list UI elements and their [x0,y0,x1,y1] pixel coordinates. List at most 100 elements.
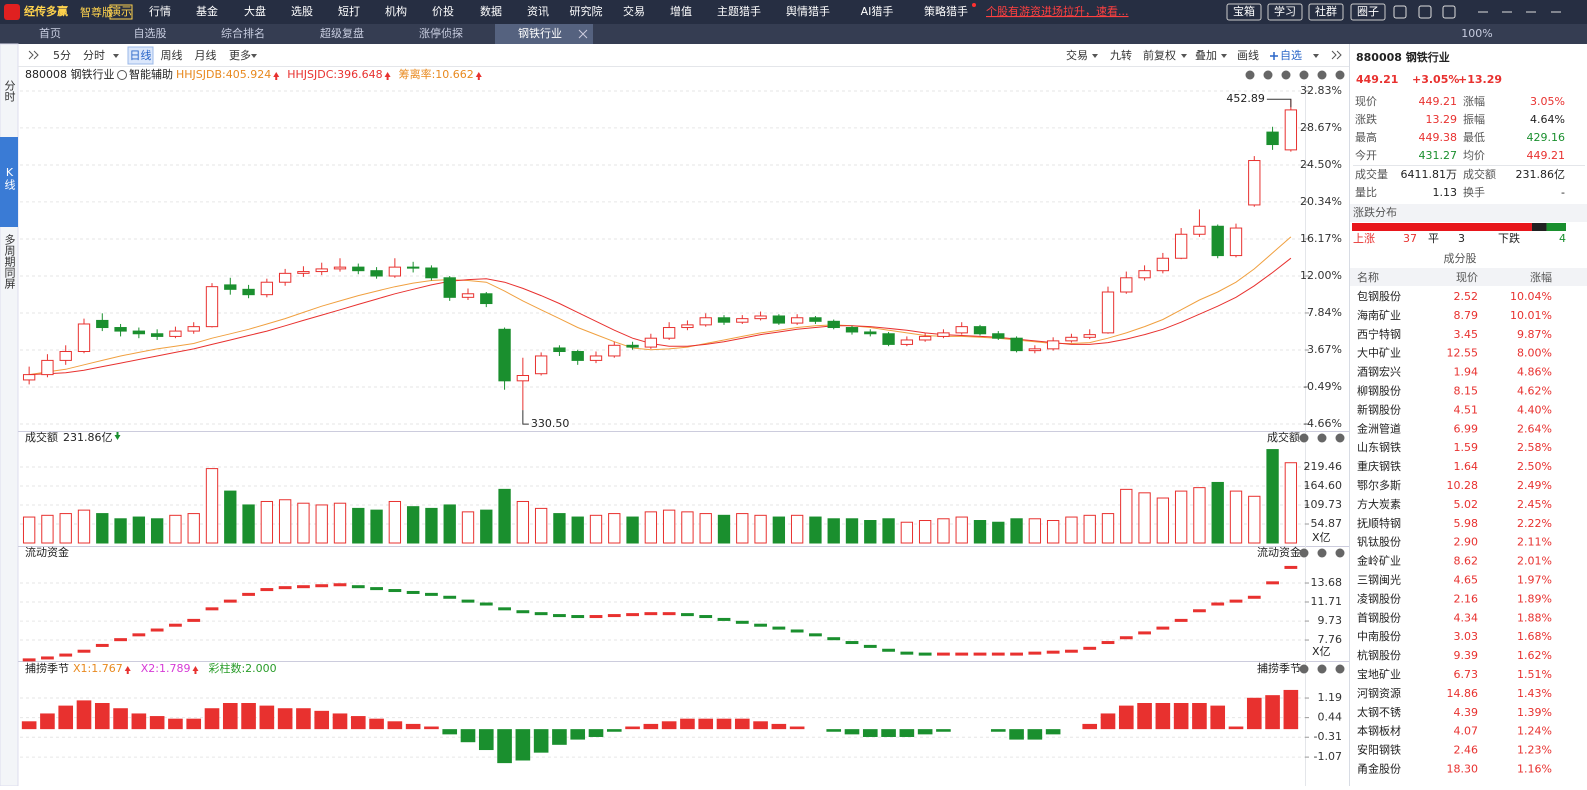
top-button[interactable]: 学习 [1274,4,1296,18]
stock-change[interactable]: 2.49% [1517,479,1552,492]
chart-icon[interactable] [1281,70,1291,80]
column-header[interactable]: 涨幅 [1530,271,1552,284]
stock-price[interactable]: 2.16 [1454,592,1479,605]
pane-icon[interactable] [1317,548,1327,558]
tab[interactable]: 自选股 [134,27,167,40]
stock-price[interactable]: 4.65 [1454,574,1479,587]
tab-close[interactable] [578,29,588,39]
stock-name[interactable]: 抚顺特钢 [1357,516,1401,530]
stock-change[interactable]: 1.23% [1517,744,1552,757]
stock-price[interactable]: 2.46 [1454,744,1479,757]
tab[interactable]: 综合排名 [221,26,265,40]
assist[interactable]: 智能辅助 [129,67,173,81]
menu-item[interactable]: 策略猎手 [924,4,968,18]
menu-item[interactable]: 大盘 [244,4,266,18]
stock-name[interactable]: 鄂尔多斯 [1357,478,1401,492]
stock-name[interactable]: 柳钢股份 [1357,384,1401,398]
stock-price[interactable]: 1.94 [1454,366,1479,379]
stock-change[interactable]: 2.58% [1517,441,1552,454]
stock-price[interactable]: 2.90 [1454,536,1479,549]
menu-item[interactable]: 增值 [670,4,692,18]
stock-price[interactable]: 4.07 [1454,725,1479,738]
stock-name[interactable]: 西宁特钢 [1357,327,1401,341]
stock-price[interactable]: 18.30 [1447,763,1479,776]
stock-name[interactable]: 包钢股份 [1357,290,1401,303]
pane-icon[interactable] [1299,548,1309,558]
stock-change[interactable]: 2.01% [1517,555,1552,568]
stock-change[interactable]: 1.89% [1517,592,1552,605]
menu-item[interactable]: 行情 [149,5,171,18]
stock-name[interactable]: 安阳钢铁 [1357,743,1401,757]
icon[interactable] [1418,5,1432,19]
stock-name[interactable]: 凌钢股份 [1357,591,1401,605]
stock-name[interactable]: 三钢闽光 [1357,573,1401,587]
pane-icon[interactable] [1299,664,1309,674]
stock-change[interactable]: 2.22% [1517,517,1552,530]
stock-name[interactable]: 钒钛股份 [1357,535,1401,549]
menu-item[interactable]: 资讯 [527,5,549,18]
sidebar-item[interactable]: 多周期同屏 [3,233,16,290]
toolbar-button[interactable]: 前复权 [1143,48,1176,62]
stock-price[interactable]: 5.02 [1454,498,1479,511]
stock-change[interactable]: 1.24% [1517,725,1552,738]
toolbar-button[interactable]: 自选 [1280,49,1302,62]
stock-price[interactable]: 10.28 [1447,479,1479,492]
chart-icon[interactable] [1299,70,1309,80]
icon[interactable] [1393,5,1407,19]
menu-item[interactable]: 价投 [432,4,454,18]
stock-change[interactable]: 2.45% [1517,498,1552,511]
sidebar-item[interactable]: 分时 [3,80,16,102]
chart-icon[interactable] [1263,70,1273,80]
stock-change[interactable]: 1.39% [1517,706,1552,719]
stock-name[interactable]: 大中矿业 [1357,346,1401,360]
pane-icon[interactable] [1299,433,1309,443]
stock-change[interactable]: 10.01% [1510,309,1552,322]
toolbar-button[interactable]: 月线 [195,48,217,62]
tab[interactable]: 涨停侦探 [419,26,463,40]
stock-change[interactable]: 9.87% [1517,328,1552,341]
stock-name[interactable]: 杭钢股份 [1357,648,1401,662]
stock-name[interactable]: 甬金股份 [1357,762,1401,776]
stock-name[interactable]: 宝地矿业 [1357,667,1401,681]
stock-price[interactable]: 9.39 [1454,649,1479,662]
tab[interactable]: 钢铁行业 [518,27,562,40]
pane-icon[interactable] [1335,664,1345,674]
menu-item[interactable]: 舆情猎手 [786,4,830,18]
menu-item[interactable]: 研究院 [570,4,603,18]
menu-item[interactable]: 机构 [385,4,407,18]
stock-change[interactable]: 1.62% [1517,649,1552,662]
stock-price[interactable]: 8.15 [1454,385,1479,398]
stock-change[interactable]: 4.62% [1517,385,1552,398]
stock-change[interactable]: 2.50% [1517,460,1552,473]
menu-item[interactable]: 基金 [196,4,218,18]
pane-icon[interactable] [1335,548,1345,558]
top-button[interactable]: 社群 [1315,4,1337,18]
stock-change[interactable]: 4.86% [1517,366,1552,379]
stock-change[interactable]: 2.64% [1517,422,1552,435]
stock-name[interactable]: 河钢资源 [1357,686,1401,700]
stock-price[interactable]: 2.52 [1454,290,1479,303]
toolbar-button[interactable]: 更多 [229,48,251,62]
stock-change[interactable]: 1.51% [1517,668,1552,681]
pane-icon[interactable] [1335,433,1345,443]
toolbar-button[interactable]: 叠加 [1195,49,1217,62]
stock-price[interactable]: 4.39 [1454,706,1479,719]
menu-item[interactable]: 选股 [291,5,313,18]
stock-price[interactable]: 3.45 [1454,328,1479,341]
pane-icon[interactable] [1317,433,1327,443]
pane-icon[interactable] [1317,664,1327,674]
stock-price[interactable]: 8.79 [1454,309,1479,322]
tab[interactable]: 首页 [39,26,61,40]
toolbar-button[interactable]: 周线 [161,48,183,62]
menu-item[interactable]: 短打 [338,4,360,18]
stock-name[interactable]: 海南矿业 [1357,308,1401,322]
stock-price[interactable]: 1.59 [1454,441,1479,454]
stock-name[interactable]: 新钢股份 [1357,402,1401,416]
stock-name[interactable]: 首钢股份 [1357,610,1401,624]
stock-price[interactable]: 4.34 [1454,611,1479,624]
toolbar-button[interactable]: 日线 [130,48,152,62]
stock-name[interactable]: 本钢板材 [1357,724,1401,738]
stock-change[interactable]: 2.11% [1517,536,1552,549]
assist-icon[interactable] [117,70,127,80]
stock-price[interactable]: 4.51 [1454,403,1479,416]
